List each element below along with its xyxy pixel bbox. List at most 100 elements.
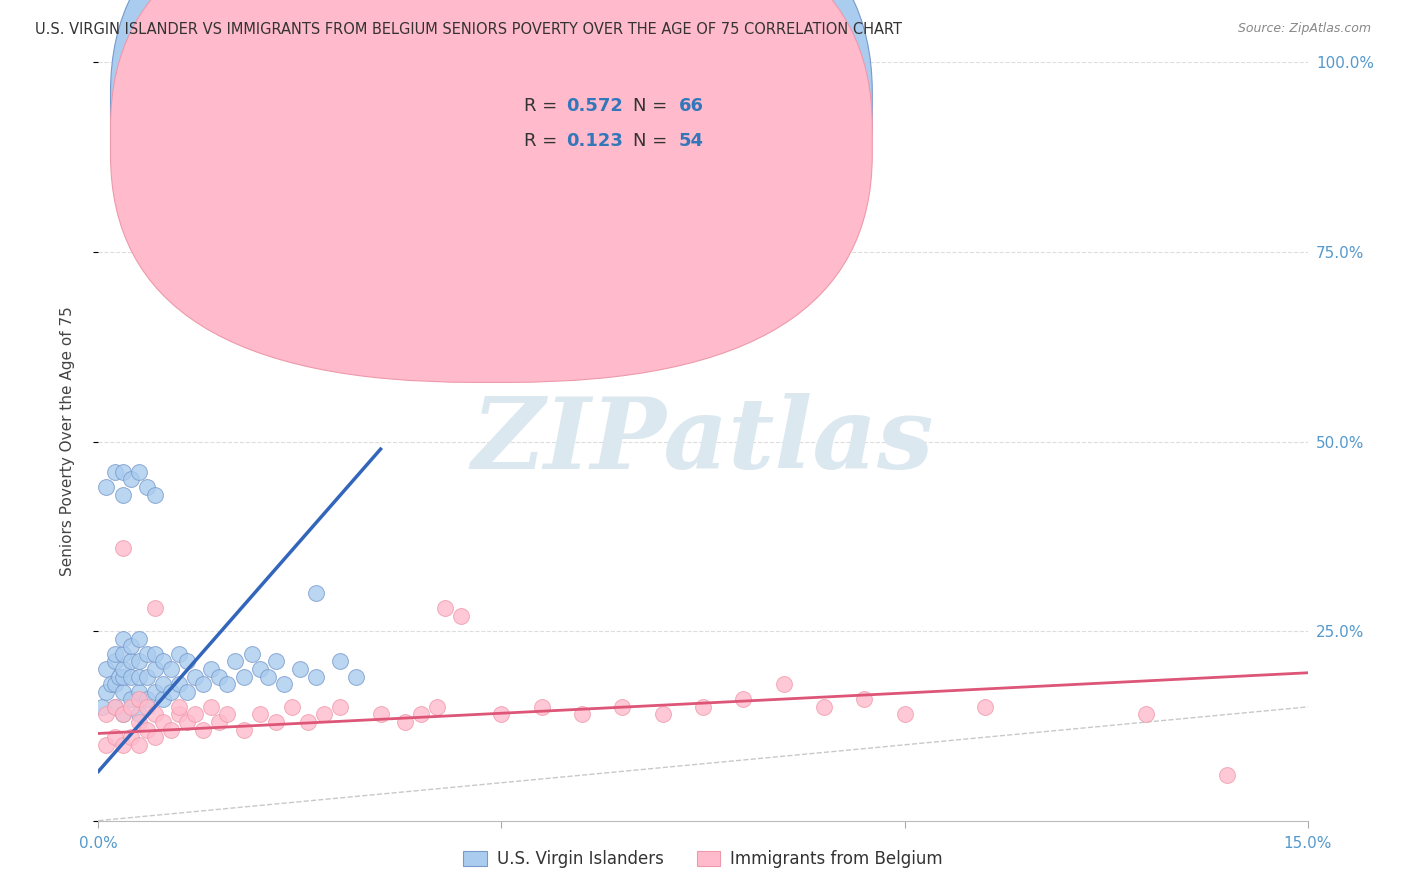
Point: [128, 715, 150, 730]
Point: [297, 715, 319, 730]
Point: [143, 647, 166, 661]
Point: [167, 707, 190, 722]
Point: [344, 669, 367, 683]
Text: ZIPatlas: ZIPatlas: [472, 393, 934, 490]
Point: [143, 601, 166, 615]
Point: [434, 601, 457, 615]
Text: U.S. VIRGIN ISLANDER VS IMMIGRANTS FROM BELGIUM SENIORS POVERTY OVER THE AGE OF : U.S. VIRGIN ISLANDER VS IMMIGRANTS FROM …: [35, 22, 903, 37]
Point: [394, 715, 416, 730]
Point: [160, 662, 183, 676]
Text: N =: N =: [633, 97, 673, 115]
Point: [143, 487, 166, 501]
Point: [111, 669, 134, 683]
Point: [208, 669, 231, 683]
Point: [305, 586, 328, 600]
Point: [1135, 707, 1157, 722]
Point: [232, 723, 254, 737]
Point: [111, 465, 134, 479]
FancyBboxPatch shape: [111, 0, 872, 383]
Text: R =: R =: [524, 131, 562, 150]
Point: [128, 669, 150, 683]
Point: [853, 692, 876, 706]
Point: [103, 699, 125, 714]
Point: [273, 677, 295, 691]
Point: [240, 647, 263, 661]
Point: [249, 707, 271, 722]
Point: [96, 707, 118, 722]
Point: [120, 699, 142, 714]
Text: 66: 66: [679, 97, 704, 115]
Point: [111, 541, 134, 555]
FancyBboxPatch shape: [453, 77, 773, 174]
Point: [974, 699, 997, 714]
Point: [96, 738, 118, 752]
Point: [370, 707, 392, 722]
Point: [103, 730, 125, 744]
Point: [264, 715, 287, 730]
Point: [409, 707, 432, 722]
Legend: U.S. Virgin Islanders, Immigrants from Belgium: U.S. Virgin Islanders, Immigrants from B…: [457, 844, 949, 875]
Point: [200, 699, 222, 714]
Point: [103, 677, 125, 691]
Point: [200, 662, 222, 676]
Point: [96, 662, 118, 676]
Point: [100, 677, 122, 691]
Point: [128, 707, 150, 722]
Point: [167, 647, 190, 661]
Point: [370, 320, 392, 334]
Point: [135, 669, 157, 683]
Point: [111, 738, 134, 752]
Point: [208, 715, 231, 730]
Point: [232, 669, 254, 683]
Point: [111, 632, 134, 646]
Point: [217, 677, 239, 691]
Point: [264, 655, 287, 669]
Point: [329, 699, 352, 714]
Point: [184, 669, 207, 683]
Point: [1216, 768, 1239, 782]
Point: [426, 699, 449, 714]
Point: [491, 707, 513, 722]
Point: [167, 677, 190, 691]
Point: [103, 655, 125, 669]
Point: [120, 639, 142, 653]
Y-axis label: Seniors Poverty Over the Age of 75: Seniors Poverty Over the Age of 75: [60, 307, 75, 576]
Point: [135, 723, 157, 737]
Point: [176, 685, 198, 699]
Point: [111, 662, 134, 676]
Point: [128, 685, 150, 699]
Point: [193, 723, 215, 737]
Point: [184, 707, 207, 722]
Text: 0.572: 0.572: [567, 97, 623, 115]
Point: [813, 699, 835, 714]
Text: 54: 54: [679, 131, 704, 150]
Point: [135, 692, 157, 706]
Point: [111, 685, 134, 699]
Point: [193, 677, 215, 691]
Point: [120, 473, 142, 487]
Point: [160, 723, 183, 737]
Point: [176, 715, 198, 730]
Point: [167, 699, 190, 714]
Text: N =: N =: [633, 131, 673, 150]
Point: [409, 169, 432, 184]
Point: [612, 699, 634, 714]
Point: [103, 699, 125, 714]
Point: [103, 465, 125, 479]
Point: [107, 669, 129, 683]
Point: [224, 655, 246, 669]
Point: [176, 655, 198, 669]
Point: [128, 632, 150, 646]
Point: [135, 699, 157, 714]
Point: [103, 647, 125, 661]
Point: [120, 730, 142, 744]
Point: [96, 685, 118, 699]
Point: [571, 707, 593, 722]
Point: [111, 647, 134, 661]
Point: [143, 685, 166, 699]
Point: [305, 669, 328, 683]
Point: [256, 669, 278, 683]
Text: Source: ZipAtlas.com: Source: ZipAtlas.com: [1237, 22, 1371, 36]
Point: [135, 480, 157, 494]
Point: [96, 480, 118, 494]
